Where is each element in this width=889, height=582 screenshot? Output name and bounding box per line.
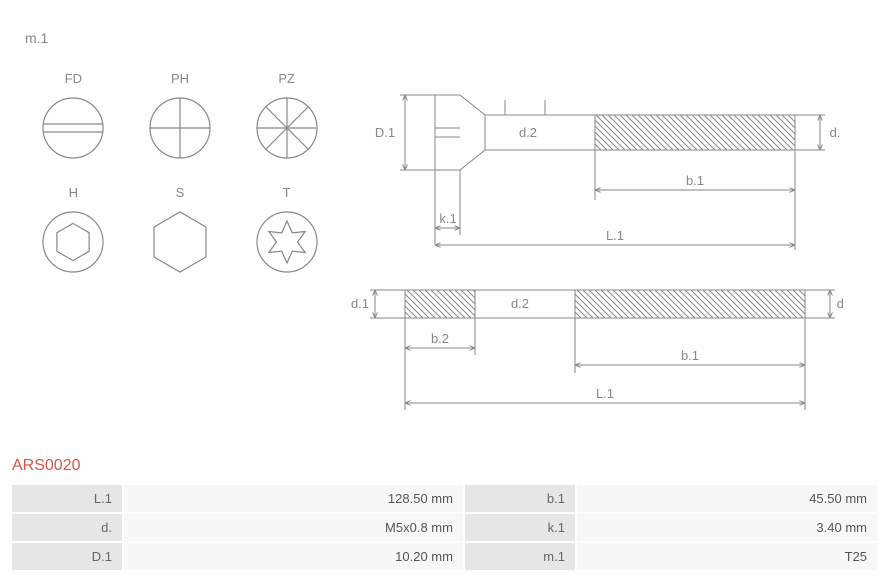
spec-value: 3.40 mm xyxy=(577,514,877,541)
svg-text:d.2: d.2 xyxy=(511,296,529,311)
svg-text:L.1: L.1 xyxy=(596,386,614,401)
part-code: ARS0020 xyxy=(10,453,879,483)
spec-value: T25 xyxy=(577,543,877,570)
drive-label: S xyxy=(132,185,229,200)
torx-icon xyxy=(255,210,319,274)
hex-socket-icon xyxy=(41,210,105,274)
pozidriv-icon xyxy=(255,96,319,160)
drive-type-s: S xyxy=(132,185,229,274)
spec-row: D.110.20 mmm.1T25 xyxy=(12,543,877,570)
spec-value: 128.50 mm xyxy=(124,485,463,512)
drive-type-h: H xyxy=(25,185,122,274)
spec-key: m.1 xyxy=(465,543,575,570)
svg-text:d.: d. xyxy=(837,296,845,311)
spec-value: 45.50 mm xyxy=(577,485,877,512)
drive-label: PH xyxy=(132,71,229,86)
drive-label: T xyxy=(238,185,335,200)
drive-label: FD xyxy=(25,71,122,86)
svg-text:L.1: L.1 xyxy=(606,228,624,243)
svg-text:D.1: D.1 xyxy=(375,125,395,140)
drive-label: H xyxy=(25,185,122,200)
spec-value: 10.20 mm xyxy=(124,543,463,570)
drive-type-fd: FD xyxy=(25,71,122,160)
drive-type-pz: PZ xyxy=(238,71,335,160)
drive-section-label: m.1 xyxy=(25,30,345,46)
drive-label: PZ xyxy=(238,71,335,86)
spec-table: L.1128.50 mmb.145.50 mmd.M5x0.8 mmk.13.4… xyxy=(10,483,879,572)
spec-value: M5x0.8 mm xyxy=(124,514,463,541)
hex-icon xyxy=(148,210,212,274)
svg-text:d.1: d.1 xyxy=(351,296,369,311)
spec-key: d. xyxy=(12,514,122,541)
svg-text:d.2: d.2 xyxy=(519,125,537,140)
spec-key: b.1 xyxy=(465,485,575,512)
drive-type-ph: PH xyxy=(132,71,229,160)
spec-row: d.M5x0.8 mmk.13.40 mm xyxy=(12,514,877,541)
slot-icon xyxy=(41,96,105,160)
spec-row: L.1128.50 mmb.145.50 mm xyxy=(12,485,877,512)
svg-text:k.1: k.1 xyxy=(439,211,456,226)
drive-type-grid: FD PH PZ HST xyxy=(25,71,335,274)
svg-text:d.: d. xyxy=(830,125,841,140)
svg-text:b.1: b.1 xyxy=(681,348,699,363)
drive-type-t: T xyxy=(238,185,335,274)
technical-drawing-panel: D.1 d.2 d. b.1 k.1 L.1 d.1 d.2 d. b.2 b.1 L.1 xyxy=(345,20,874,423)
spec-key: k.1 xyxy=(465,514,575,541)
spec-key: L.1 xyxy=(12,485,122,512)
spec-key: D.1 xyxy=(12,543,122,570)
svg-text:b.1: b.1 xyxy=(686,173,704,188)
phillips-icon xyxy=(148,96,212,160)
svg-text:b.2: b.2 xyxy=(431,331,449,346)
